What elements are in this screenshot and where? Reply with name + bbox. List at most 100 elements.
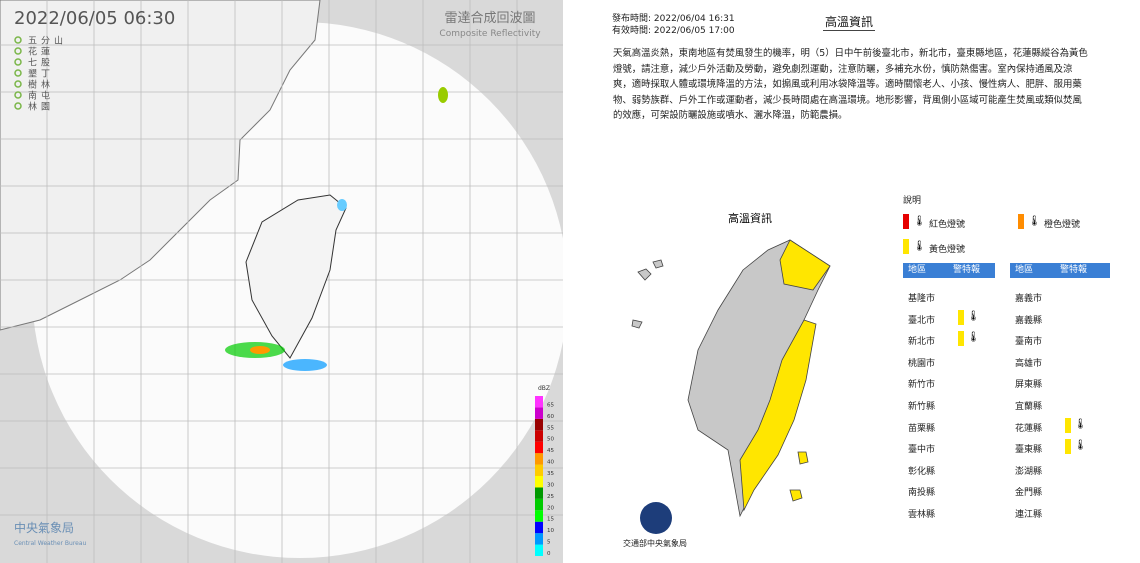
station-dot	[14, 80, 22, 88]
colorbar-cell	[535, 498, 543, 511]
colorbar-tick: 5	[547, 540, 551, 546]
warning-swatch	[1065, 439, 1071, 455]
colorbar-cell	[535, 430, 543, 442]
header-area: 地區	[1015, 265, 1034, 275]
radar-map: 2022/06/05 06:30 雷達合成回波圖 Composite Refle…	[0, 0, 563, 563]
legend-icon: 🌡	[913, 216, 926, 227]
area-name: 花蓮縣	[1015, 423, 1043, 434]
legend-label: 黃色燈號	[929, 245, 966, 255]
legend-title: 說明	[903, 196, 922, 206]
footer: 交通部中央氣象局	[623, 539, 687, 548]
east-islands	[789, 451, 809, 502]
warning-swatch	[958, 309, 964, 325]
warning-icon: 🌡	[967, 310, 980, 322]
mainland	[0, 0, 321, 331]
warning-icon: 🌡	[1074, 418, 1087, 430]
legend-swatch	[903, 214, 909, 229]
area-name: 新北市	[908, 337, 936, 348]
station-dot	[14, 69, 22, 77]
warning-icon: 🌡	[1074, 440, 1087, 452]
area-name: 臺中市	[908, 445, 936, 456]
area-name: 宜蘭縣	[1015, 402, 1043, 412]
warning-icon: 🌡	[967, 332, 980, 344]
area-name: 新竹縣	[908, 402, 936, 412]
taiwan	[687, 239, 831, 518]
north-warning	[779, 239, 831, 291]
colorbar-cell	[535, 510, 543, 522]
colorbar-unit: dBZ	[538, 385, 550, 392]
colorbar-tick: 35	[547, 471, 554, 477]
station-dot	[14, 102, 22, 110]
header-area: 地區	[908, 265, 927, 275]
area-name: 臺北市	[908, 315, 936, 326]
colorbar-tick: 55	[547, 425, 554, 431]
agency: 中央氣象局	[14, 520, 74, 535]
area-name: 南投縣	[908, 488, 936, 499]
body-text: 天氣高溫炎熱，東南地區有焚風發生的機率，明（5）日中午前後臺北市，新北市，臺東縣…	[613, 48, 1088, 122]
logo	[640, 502, 672, 534]
colorbar-tick: 60	[547, 414, 554, 420]
station-dot	[14, 36, 22, 44]
header-warning: 警特報	[953, 265, 981, 275]
colorbar-cell	[535, 418, 543, 431]
colorbar-cell	[535, 521, 543, 534]
colorbar-cell	[535, 464, 543, 476]
colorbar-cell	[535, 407, 543, 419]
station-name: 墾丁	[28, 68, 54, 80]
colorbar-tick: 65	[547, 402, 554, 408]
issued: 發布時間: 2022/06/04 16:31	[612, 14, 735, 24]
heat-panel: 發布時間: 2022/06/04 16:31 有效時間: 2022/06/05 …	[568, 0, 1140, 563]
header-bar	[903, 263, 995, 278]
station-name: 林園	[28, 101, 54, 113]
area-name: 雲林縣	[908, 510, 936, 520]
area-name: 彰化縣	[908, 466, 936, 477]
colorbar-cell	[535, 396, 543, 408]
colorbar-cell	[535, 544, 543, 556]
colorbar-cell	[535, 453, 543, 465]
colorbar-cell	[535, 476, 543, 488]
legend-label: 紅色燈號	[929, 220, 966, 230]
warning-swatch	[1065, 417, 1071, 433]
legend-icon: 🌡	[913, 241, 926, 252]
station-name: 樹林	[28, 79, 54, 91]
heat-map	[631, 239, 831, 534]
legend-icon: 🌡	[1028, 216, 1041, 227]
echoes	[225, 87, 448, 371]
colorbar-cell	[535, 441, 543, 454]
area-name: 桃園市	[908, 358, 936, 369]
warning-swatch	[958, 331, 964, 347]
station-name: 花蓮	[28, 46, 54, 58]
legend-label: 橙色燈號	[1044, 220, 1081, 230]
station-name: 南屯	[28, 90, 54, 102]
legend-swatch	[903, 239, 909, 254]
map-label: 高溫資訊	[728, 212, 772, 225]
station-dot	[14, 47, 22, 55]
header-warning: 警特報	[1060, 265, 1088, 275]
colorbar: dBZ 0 5 10 15 20 25 30 35 40 45 50 55 60 65	[535, 385, 554, 557]
colorbar-tick: 50	[547, 437, 554, 443]
area-name: 臺南市	[1015, 337, 1043, 348]
area-name: 金門縣	[1015, 488, 1043, 499]
radar-subtitle: Composite Reflectivity	[439, 29, 541, 39]
area-name: 苗栗縣	[908, 423, 936, 434]
header-bar	[1010, 263, 1110, 278]
area-name: 澎湖縣	[1015, 466, 1043, 477]
station-name: 七股	[28, 58, 54, 69]
area-name: 新竹市	[908, 380, 936, 391]
colorbar-tick: 10	[547, 528, 554, 534]
colorbar-tick: 25	[547, 494, 554, 500]
colorbar-tick: 20	[547, 505, 554, 511]
heat-title: 高溫資訊	[823, 15, 876, 31]
timestamp: 2022/06/05 06:30	[14, 8, 175, 29]
colorbar-cell	[535, 487, 543, 499]
area-name: 臺東縣	[1015, 445, 1043, 456]
radar-title: 雷達合成回波圖	[444, 11, 535, 26]
colorbar-tick: 30	[547, 482, 554, 488]
islands	[631, 259, 664, 329]
agency-en: Central Weather Bureau	[14, 540, 87, 547]
east-warning	[739, 319, 817, 512]
station-name: 五分山	[28, 36, 67, 47]
area-name: 連江縣	[1015, 510, 1043, 520]
